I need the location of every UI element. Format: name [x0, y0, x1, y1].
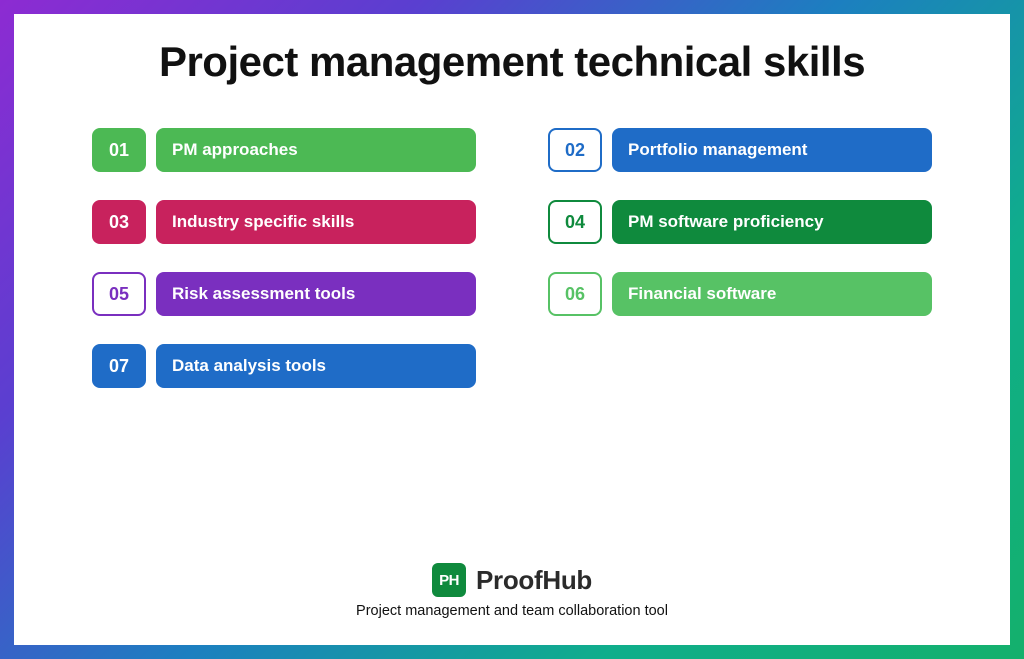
item-label-bar: Portfolio management [612, 128, 932, 172]
gradient-frame: Project management technical skills 01 P… [0, 0, 1024, 659]
skill-item: 01 PM approaches [92, 126, 476, 174]
skill-item: 07 Data analysis tools [92, 342, 476, 390]
skill-item: 06 Financial software [548, 270, 932, 318]
item-number-badge: 04 [548, 200, 602, 244]
item-number-badge: 03 [92, 200, 146, 244]
item-label-bar: PM approaches [156, 128, 476, 172]
brand-tagline: Project management and team collaboratio… [356, 603, 668, 619]
item-number-badge: 01 [92, 128, 146, 172]
item-number-badge: 07 [92, 344, 146, 388]
skill-item: 05 Risk assessment tools [92, 270, 476, 318]
skill-item: 02 Portfolio management [548, 126, 932, 174]
skills-grid: 01 PM approaches 02 Portfolio management… [92, 126, 932, 390]
item-number-badge: 06 [548, 272, 602, 316]
page-title: Project management technical skills [159, 38, 865, 86]
item-number-badge: 02 [548, 128, 602, 172]
item-label-bar: Financial software [612, 272, 932, 316]
item-label-bar: Risk assessment tools [156, 272, 476, 316]
item-label-bar: PM software proficiency [612, 200, 932, 244]
item-number-badge: 05 [92, 272, 146, 316]
item-label-bar: Data analysis tools [156, 344, 476, 388]
logo-icon: PH [432, 563, 466, 597]
content-panel: Project management technical skills 01 P… [14, 14, 1010, 645]
grid-spacer [548, 342, 932, 390]
item-label-bar: Industry specific skills [156, 200, 476, 244]
skill-item: 04 PM software proficiency [548, 198, 932, 246]
footer: PH ProofHub Project management and team … [356, 563, 668, 619]
skill-item: 03 Industry specific skills [92, 198, 476, 246]
brand-name: ProofHub [476, 565, 592, 596]
brand-row: PH ProofHub [432, 563, 592, 597]
